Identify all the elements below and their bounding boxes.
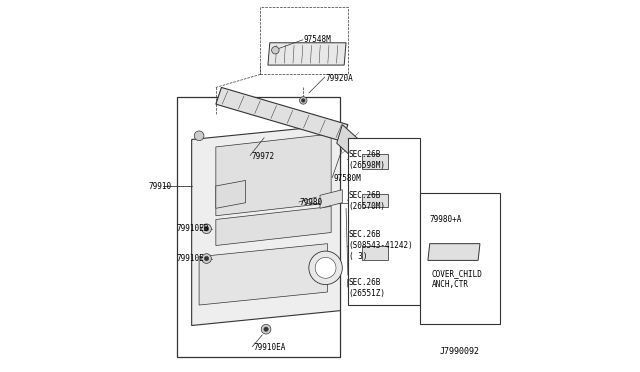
- Circle shape: [202, 224, 211, 234]
- Circle shape: [202, 254, 211, 263]
- Text: SEC.26B
(S08543-41242)
( 3): SEC.26B (S08543-41242) ( 3): [349, 230, 413, 261]
- Bar: [362, 194, 388, 208]
- Polygon shape: [199, 244, 328, 305]
- Text: 97580M: 97580M: [333, 174, 361, 183]
- Circle shape: [204, 227, 209, 231]
- Polygon shape: [260, 7, 348, 74]
- Polygon shape: [337, 125, 363, 162]
- Polygon shape: [216, 134, 331, 216]
- Circle shape: [300, 97, 307, 104]
- Circle shape: [315, 257, 336, 278]
- Text: SEC.26B
(26570M): SEC.26B (26570M): [349, 191, 386, 211]
- Text: 79980+A: 79980+A: [429, 215, 462, 224]
- Text: COVER_CHILD
ANCH,CTR: COVER_CHILD ANCH,CTR: [431, 269, 483, 289]
- Text: SEC.26B
(26551Z): SEC.26B (26551Z): [349, 278, 386, 298]
- Text: 79910: 79910: [149, 182, 172, 190]
- Circle shape: [301, 99, 305, 102]
- Circle shape: [195, 131, 204, 141]
- Text: 79910EB: 79910EB: [177, 224, 209, 233]
- Polygon shape: [191, 125, 340, 326]
- Polygon shape: [428, 244, 480, 260]
- Circle shape: [261, 324, 271, 334]
- Text: 79980: 79980: [300, 198, 323, 207]
- Bar: [362, 246, 388, 260]
- Circle shape: [204, 256, 209, 261]
- Bar: [362, 154, 388, 169]
- Polygon shape: [216, 87, 348, 141]
- Circle shape: [309, 251, 342, 285]
- Text: 97548M: 97548M: [303, 35, 331, 44]
- Polygon shape: [268, 43, 346, 65]
- Circle shape: [271, 46, 279, 54]
- Polygon shape: [216, 180, 246, 208]
- Bar: [177, 97, 340, 357]
- Bar: [420, 193, 500, 324]
- Text: J7990092: J7990092: [440, 347, 479, 356]
- Text: 79920A: 79920A: [326, 74, 353, 83]
- Polygon shape: [216, 206, 331, 246]
- Bar: [348, 138, 420, 305]
- Text: 79972: 79972: [251, 152, 275, 161]
- Polygon shape: [320, 190, 342, 208]
- Text: SEC.26B
(26598M): SEC.26B (26598M): [349, 150, 386, 170]
- Text: 79910EA: 79910EA: [253, 343, 285, 352]
- Text: 79910E: 79910E: [177, 254, 205, 263]
- Circle shape: [264, 327, 268, 331]
